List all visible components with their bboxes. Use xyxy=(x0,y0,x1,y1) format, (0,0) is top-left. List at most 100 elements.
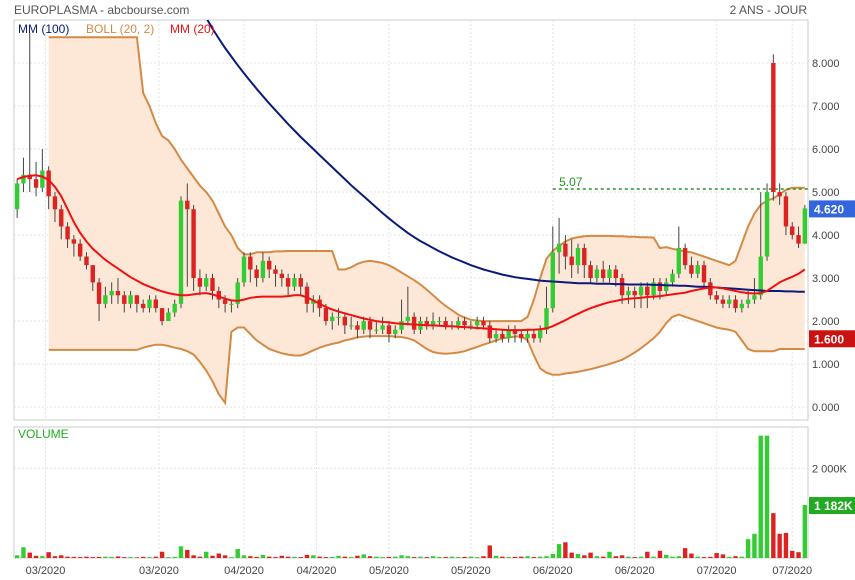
volume-bar xyxy=(727,556,732,558)
volume-bar xyxy=(481,556,486,558)
volume-bar xyxy=(695,556,700,558)
volume-bar xyxy=(128,557,133,558)
volume-bar xyxy=(355,555,360,558)
candle-body xyxy=(216,290,222,300)
resistance-label: 5.07 xyxy=(559,175,583,189)
volume-bar xyxy=(386,556,392,558)
x-tick-label: 05/2020 xyxy=(369,565,409,577)
volume-bar xyxy=(468,556,474,558)
volume-bar xyxy=(777,533,782,558)
volume-bar xyxy=(493,555,499,558)
candle-body xyxy=(140,303,146,309)
x-tick-label: 07/2020 xyxy=(697,565,737,577)
candle-body xyxy=(619,278,625,296)
volume-title: VOLUME xyxy=(18,427,69,441)
volume-bar xyxy=(21,547,26,558)
candle-body xyxy=(537,329,543,339)
volume-bar xyxy=(689,553,694,558)
volume-bar xyxy=(342,556,348,558)
price-tick-label: 1.000 xyxy=(812,359,840,371)
mm100-line xyxy=(206,20,805,293)
volume-bar xyxy=(210,555,215,558)
candle-body xyxy=(600,269,606,279)
candle-body xyxy=(367,321,373,330)
legend-entry: BOLL (20, 2) xyxy=(86,22,154,36)
candle-body xyxy=(279,273,285,279)
candle-body xyxy=(556,243,562,253)
volume-bar xyxy=(500,556,505,558)
candle-body xyxy=(796,235,801,244)
volume-bar xyxy=(556,544,562,558)
volume-bar xyxy=(430,556,436,558)
volume-bar xyxy=(657,550,663,558)
candle-body xyxy=(46,170,51,197)
candle-body xyxy=(525,333,530,339)
volume-bar xyxy=(745,539,751,558)
candle-body xyxy=(115,290,121,296)
candle-body xyxy=(40,170,45,188)
volume-bar xyxy=(411,557,417,558)
volume-bar xyxy=(701,557,707,558)
candle-body xyxy=(393,329,398,334)
candle-body xyxy=(493,333,499,339)
candle-body xyxy=(260,260,266,279)
candle-body xyxy=(134,295,140,304)
candle-body xyxy=(33,179,39,188)
x-tick-label: 06/2020 xyxy=(615,565,655,577)
candle-body xyxy=(739,303,745,309)
volume-bar xyxy=(103,556,108,558)
volume-bar xyxy=(632,557,637,558)
volume-bar xyxy=(613,556,619,558)
candle-body xyxy=(474,321,480,326)
volume-bar xyxy=(569,552,574,558)
legend-entry: MM (100) xyxy=(18,22,69,36)
volume-bar xyxy=(771,513,776,558)
candle-body xyxy=(481,321,486,326)
candle-body xyxy=(758,256,763,296)
x-tick-label: 04/2020 xyxy=(297,565,337,577)
legend-entry: MM (20) xyxy=(170,22,215,36)
volume-bar xyxy=(405,556,411,558)
volume-bar xyxy=(802,505,808,558)
candle-body xyxy=(563,243,568,257)
volume-bar xyxy=(260,554,266,558)
candle-body xyxy=(657,282,663,291)
candle-body xyxy=(664,282,669,291)
candle-body xyxy=(59,209,64,227)
candle-body xyxy=(651,282,656,296)
candle-body xyxy=(519,333,524,339)
volume-bar xyxy=(304,554,310,558)
candle-body xyxy=(411,316,417,330)
candle-body xyxy=(14,183,20,210)
candle-body xyxy=(487,325,492,339)
volume-bar xyxy=(645,551,650,558)
volume-bar xyxy=(676,556,682,558)
x-tick-label: 06/2020 xyxy=(533,565,573,577)
price-tick-label: 4.000 xyxy=(812,230,840,242)
volume-bar xyxy=(40,556,45,558)
volume-bar xyxy=(670,556,675,558)
last-price-badge: 4.620 xyxy=(814,202,844,216)
candle-body xyxy=(166,312,171,322)
mm20-line xyxy=(16,174,806,332)
candle-body xyxy=(531,333,537,339)
volume-bar xyxy=(59,555,64,558)
candle-body xyxy=(241,256,247,283)
candle-body xyxy=(607,269,612,279)
candle-body xyxy=(594,269,600,279)
period-label: 2 ANS - JOUR xyxy=(729,3,807,17)
volume-bar xyxy=(330,556,335,558)
candle-body xyxy=(96,282,102,304)
candle-body xyxy=(90,265,95,283)
volume-bar xyxy=(279,555,285,558)
volume-bar xyxy=(437,556,442,558)
volume-bar xyxy=(254,556,259,558)
volume-bar xyxy=(682,548,688,558)
candle-body xyxy=(638,286,644,296)
candle-body xyxy=(399,321,404,330)
volume-bar xyxy=(77,557,83,558)
candle-body xyxy=(77,243,83,257)
volume-bar xyxy=(311,555,316,558)
volume-bar xyxy=(52,556,58,558)
candle-body xyxy=(323,308,329,322)
